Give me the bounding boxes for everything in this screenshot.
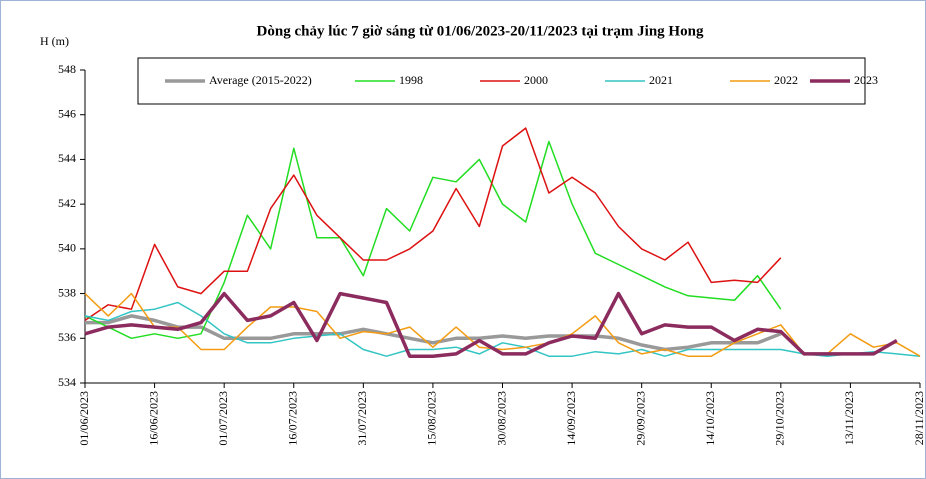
y-tick-label: 540 [58, 241, 76, 255]
legend-label: 2000 [524, 73, 548, 87]
y-tick-label: 538 [58, 285, 76, 299]
x-tick-label: 01/07/2023 [216, 391, 230, 446]
y-tick-label: 544 [58, 151, 76, 165]
x-tick-label: 14/09/2023 [564, 391, 578, 446]
x-tick-label: 16/07/2023 [286, 391, 300, 446]
series-line [84, 140, 782, 340]
x-tick-label: 30/08/2023 [494, 391, 508, 446]
chart-title: Dòng chảy lúc 7 giờ sáng từ 01/06/2023-2… [257, 23, 704, 39]
x-tick-label: 13/11/2023 [842, 391, 856, 445]
x-tick-label: 01/06/2023 [77, 391, 91, 446]
legend-label: 2023 [854, 73, 878, 87]
series-line [84, 301, 921, 357]
y-tick-label: 534 [58, 375, 76, 389]
x-tick-label: 29/09/2023 [633, 391, 647, 446]
legend-label: 2021 [649, 73, 673, 87]
legend-label: 2022 [774, 73, 798, 87]
y-tick-label: 542 [58, 196, 76, 210]
y-tick-label: 546 [58, 106, 76, 120]
series-line [84, 127, 782, 322]
legend-label: 1998 [399, 73, 423, 87]
x-tick-label: 15/08/2023 [425, 391, 439, 446]
x-tick-label: 29/10/2023 [773, 391, 787, 446]
y-tick-label: 548 [58, 62, 76, 76]
x-tick-label: 16/06/2023 [146, 391, 160, 446]
y-axis-label: H (m) [40, 34, 69, 48]
series-line [84, 292, 921, 357]
y-tick-label: 536 [58, 330, 76, 344]
series-line [84, 291, 898, 358]
legend-label: Average (2015-2022) [209, 73, 312, 87]
x-tick-label: 31/07/2023 [355, 391, 369, 446]
x-tick-label: 14/10/2023 [703, 391, 717, 446]
x-tick-label: 28/11/2023 [912, 391, 926, 445]
